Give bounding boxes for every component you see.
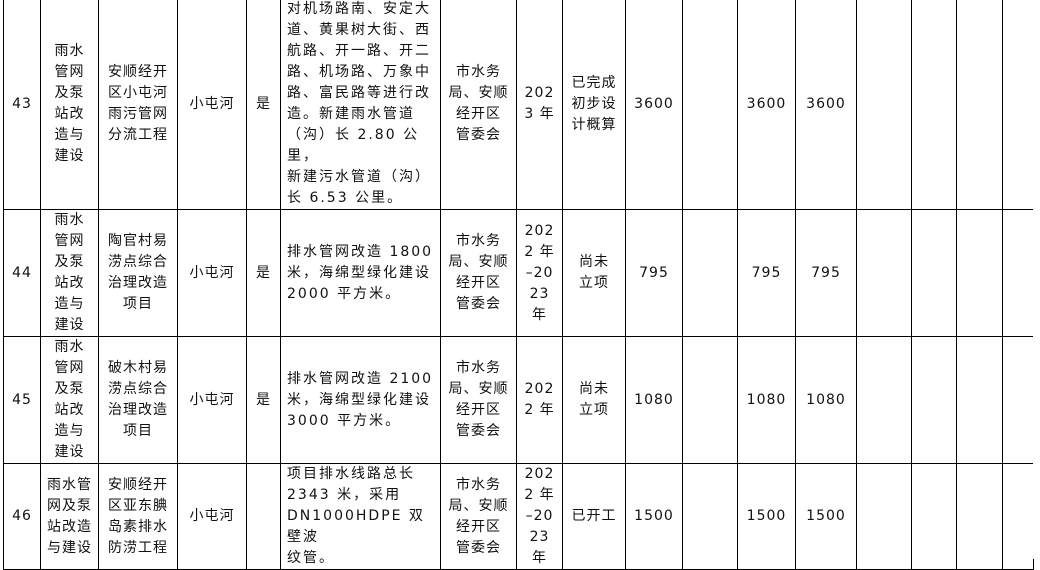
cell-col-13: 1500 [795, 463, 857, 570]
cell-flag [246, 463, 281, 570]
cell-col-16 [956, 463, 1003, 570]
cell-col-15 [911, 209, 957, 337]
cell-river: 小屯河 [177, 336, 247, 464]
page-edge [1033, 0, 1040, 559]
cell-category: 雨水 管网 及泵 站改 造与 建设 [40, 336, 99, 464]
table-row: 45 雨水 管网 及泵 站改 造与 建设 破木村易 涝点综合 治理改造 项目 小屯河是… [3, 336, 1034, 464]
cell-col-17 [1002, 209, 1034, 337]
cell-col-13: 3600 [795, 0, 857, 210]
cell-col-15 [911, 463, 957, 570]
cell-responsible-unit: 市水务 局、安顺 经开区 管委会 [440, 0, 517, 210]
cell-col-16 [956, 336, 1003, 464]
cell-col-12: 1080 [737, 336, 796, 464]
cell-status: 已完成 初步设 计概算 [562, 0, 626, 210]
cell-total-investment: 1500 [625, 463, 683, 570]
cell-col-15 [911, 0, 957, 210]
cell-col-11 [682, 0, 738, 210]
cell-status: 已开工 [562, 463, 626, 570]
table-row: 44 雨水 管网 及泵 站改 造与 建设 陶官村易 涝点综合 治理改造 项目 小屯河是… [3, 209, 1034, 337]
cell-category: 雨水 管网 及泵 站改 造与 建设 [40, 209, 99, 337]
cell-construction-content: 项目排水线路总长 2343 米，采用 DN1000HDPE 双壁波 纹管。 [280, 463, 441, 570]
cell-col-11 [682, 209, 738, 337]
cell-project-name: 陶官村易 涝点综合 治理改造 项目 [98, 209, 178, 337]
cell-col-16 [956, 0, 1003, 210]
cell-col-14 [856, 463, 912, 570]
cell-river: 小屯河 [177, 0, 247, 210]
cell-status: 尚未 立项 [562, 336, 626, 464]
cell-status: 尚未 立项 [562, 209, 626, 337]
cell-col-15 [911, 336, 957, 464]
cell-flag: 是 [246, 209, 281, 337]
cell-flag: 是 [246, 336, 281, 464]
cell-total-investment: 3600 [625, 0, 683, 210]
cell-row-number: 44 [3, 209, 41, 337]
cell-construction-content: 对机场路南、安定大 道、黄果树大街、西 航路、开一路、开二 路、机场路、万象中 … [280, 0, 441, 210]
cell-col-17 [1002, 463, 1034, 570]
cell-project-name: 破木村易 涝点综合 治理改造 项目 [98, 336, 178, 464]
cell-total-investment: 795 [625, 209, 683, 337]
cell-responsible-unit: 市水务 局、安顺 经开区 管委会 [440, 336, 517, 464]
cell-col-11 [682, 463, 738, 570]
table-row: 43 雨水 管网 及泵 站改 造与 建设 安顺经开 区小屯河 雨污管网 分流工程 小屯… [3, 0, 1034, 210]
cell-river: 小屯河 [177, 209, 247, 337]
cell-timeframe: 202 2 年 [516, 336, 563, 464]
cell-timeframe: 202 2 年 –20 23 年 [516, 463, 563, 570]
cell-col-11 [682, 336, 738, 464]
cell-col-13: 1080 [795, 336, 857, 464]
cell-col-17 [1002, 336, 1034, 464]
cell-col-13: 795 [795, 209, 857, 337]
cell-col-14 [856, 336, 912, 464]
cell-category: 雨水 管网 及泵 站改 造与 建设 [40, 0, 99, 210]
cell-col-14 [856, 0, 912, 210]
cell-total-investment: 1080 [625, 336, 683, 464]
cell-row-number: 46 [3, 463, 41, 570]
cell-col-17 [1002, 0, 1034, 210]
project-table: 43 雨水 管网 及泵 站改 造与 建设 安顺经开 区小屯河 雨污管网 分流工程 小屯… [3, 0, 1034, 570]
cell-col-12: 795 [737, 209, 796, 337]
table-row: 46 雨水管 网及泵 站改造 与建设 安顺经开 区亚东腆 岛素排水 防涝工程 小屯河项… [3, 463, 1034, 570]
cell-flag: 是 [246, 0, 281, 210]
cell-project-name: 安顺经开 区小屯河 雨污管网 分流工程 [98, 0, 178, 210]
cell-river: 小屯河 [177, 463, 247, 570]
cell-project-name: 安顺经开 区亚东腆 岛素排水 防涝工程 [98, 463, 178, 570]
cell-col-14 [856, 209, 912, 337]
cell-category: 雨水管 网及泵 站改造 与建设 [40, 463, 99, 570]
cell-row-number: 45 [3, 336, 41, 464]
cell-construction-content: 排水管网改造 2100 米，海绵型绿化建设 3000 平方米。 [280, 336, 441, 464]
cell-construction-content: 排水管网改造 1800 米，海绵型绿化建设 2000 平方米。 [280, 209, 441, 337]
cell-col-16 [956, 209, 1003, 337]
cell-col-12: 1500 [737, 463, 796, 570]
cell-col-12: 3600 [737, 0, 796, 210]
cell-timeframe: 202 3 年 [516, 0, 563, 210]
cell-timeframe: 202 2 年 –20 23 年 [516, 209, 563, 337]
cell-row-number: 43 [3, 0, 41, 210]
cell-responsible-unit: 市水务 局、安顺 经开区 管委会 [440, 209, 517, 337]
cell-responsible-unit: 市水务 局、安顺 经开区 管委会 [440, 463, 517, 570]
